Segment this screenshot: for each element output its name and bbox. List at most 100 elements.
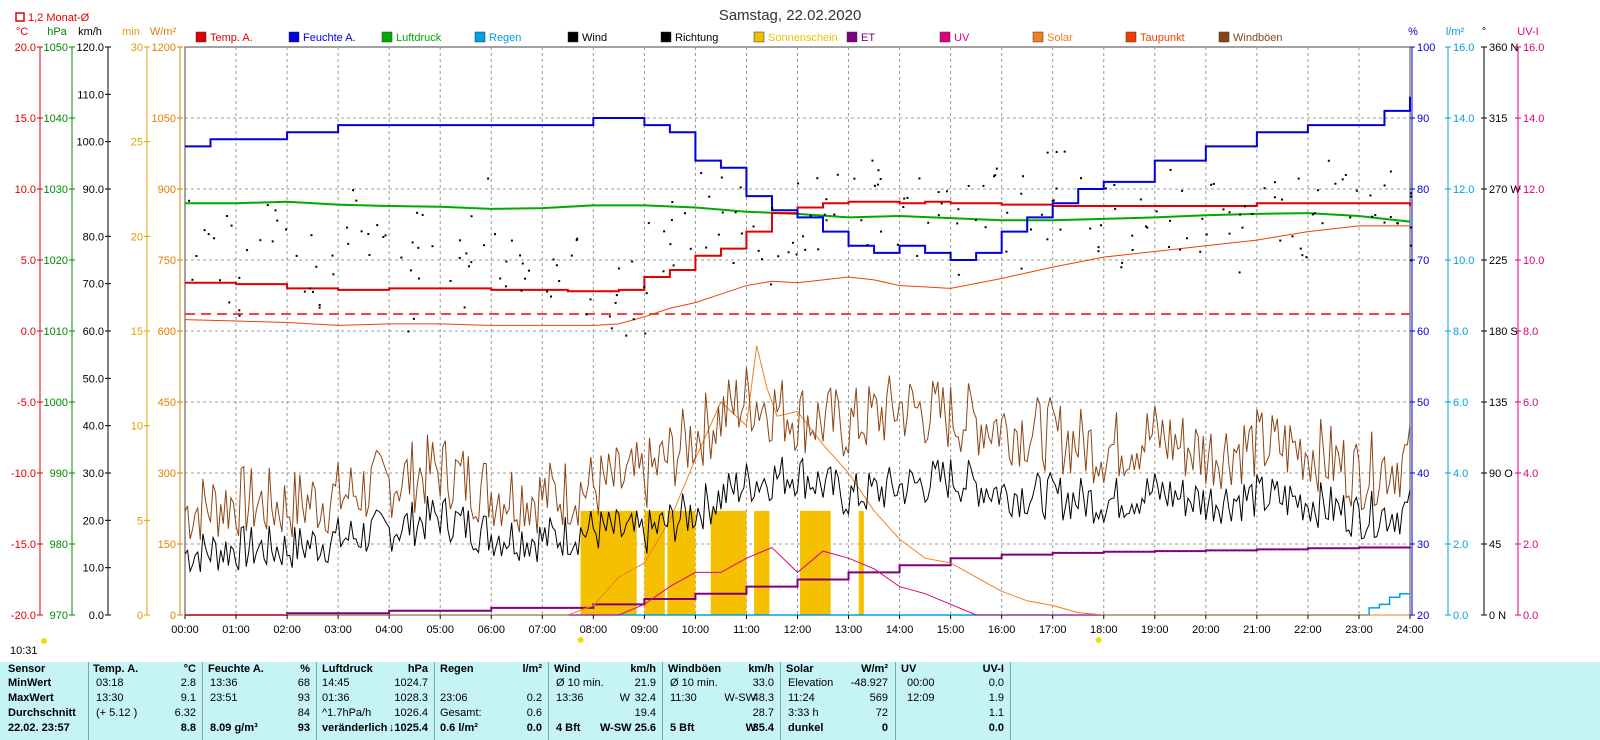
- direction-dot: [880, 230, 883, 233]
- stats-cell: UV: [901, 663, 917, 675]
- direction-dot: [1144, 225, 1147, 228]
- left-axis-tick-label: 15: [131, 326, 143, 338]
- direction-dot: [1374, 214, 1377, 217]
- left-axis-tick-label: 20.0: [15, 42, 36, 54]
- direction-dot: [1222, 208, 1225, 211]
- stats-cell: 0.0: [988, 722, 1004, 734]
- direction-dot: [771, 207, 774, 210]
- direction-dot: [431, 245, 434, 248]
- direction-dot: [1186, 237, 1189, 240]
- left-axis-tick-label: 1000: [44, 397, 68, 409]
- direction-dot: [632, 318, 635, 321]
- stats-cell: W: [619, 692, 630, 704]
- direction-dot: [1355, 189, 1358, 192]
- stats-cell: 1028.3: [394, 692, 428, 704]
- legend-swatch: [381, 31, 393, 43]
- direction-dot: [1291, 235, 1294, 238]
- left-axis-tick-label: 30.0: [83, 468, 104, 480]
- x-axis-tick-label: 09:00: [631, 624, 659, 636]
- stats-cell: 4 Bft: [556, 722, 581, 734]
- right-axes: 100 90 80 70 60 50 40 30 20% 16.0 14.0 12.0 10.0 8.0 6…: [1408, 26, 1544, 622]
- x-axis-tick-label: 10:00: [682, 624, 710, 636]
- direction-dot: [644, 332, 647, 335]
- direction-dot: [1120, 266, 1123, 269]
- left-axis-tick-label: 5.0: [21, 255, 36, 267]
- current-time-marker: [41, 638, 47, 644]
- legend-label: Sonnenschein: [768, 32, 838, 44]
- direction-dot: [902, 206, 905, 209]
- stats-cell: W-SW: [724, 692, 756, 704]
- direction-dot: [487, 177, 490, 180]
- direction-dot: [1006, 211, 1009, 214]
- stats-cell: 28.7: [752, 707, 774, 719]
- stats-cell: MinWert: [8, 677, 52, 689]
- stats-cell: 13:36: [556, 692, 584, 704]
- right-axis-tick-label: 30: [1417, 539, 1429, 551]
- stats-cell: 11:30: [670, 692, 697, 704]
- stats-separator: [895, 662, 896, 740]
- direction-dot: [412, 317, 415, 320]
- direction-dot: [318, 306, 321, 309]
- series-et: [185, 546, 1411, 616]
- direction-dot: [520, 289, 523, 292]
- direction-dot: [740, 232, 743, 235]
- right-axis-tick-label: 45: [1489, 539, 1501, 551]
- direction-dot: [877, 169, 880, 172]
- series-solar: [185, 345, 1410, 616]
- direction-dot: [407, 330, 410, 333]
- direction-dot: [1139, 198, 1142, 201]
- direction-dot: [1321, 222, 1324, 225]
- direction-dot: [993, 175, 996, 178]
- right-axis-tick-label: 0 N: [1489, 610, 1506, 622]
- right-axis-tick-label: 0.0: [1523, 610, 1538, 622]
- direction-dot: [683, 212, 686, 215]
- legend-label: Solar: [1047, 32, 1073, 44]
- direction-dot: [879, 178, 882, 181]
- series-uv: [185, 546, 1410, 616]
- stats-cell: 0: [881, 722, 888, 734]
- stats-cell: 03:18: [96, 677, 124, 689]
- direction-dot: [483, 244, 486, 247]
- left-axis-unit: °C: [16, 26, 28, 38]
- direction-dot: [1251, 213, 1254, 216]
- left-axis-tick-label: 990: [50, 468, 68, 480]
- direction-dot: [1205, 233, 1208, 236]
- direction-dot: [739, 186, 742, 189]
- left-axis-tick-label: 60.0: [83, 326, 104, 338]
- series-dewpoint: [184, 225, 1410, 326]
- stats-cell: 35.4: [752, 722, 774, 734]
- direction-dot: [645, 292, 648, 295]
- direction-dot: [1369, 194, 1372, 197]
- monthly-mean-note: 1,2 Monat-Ø: [15, 12, 90, 24]
- stats-cell: Ø 10 min.: [556, 677, 604, 689]
- right-axis-tick-label: 270 W: [1489, 184, 1521, 196]
- direction-dot: [331, 254, 334, 257]
- direction-dot: [809, 214, 812, 217]
- x-axis-tick-label: 17:00: [1039, 624, 1067, 636]
- left-axis-unit: W/m²: [150, 26, 177, 38]
- stats-cell: Windböen: [668, 663, 722, 675]
- left-axis-tick-label: 600: [158, 326, 176, 338]
- plot-area: [41, 46, 1412, 644]
- direction-dot: [708, 195, 711, 198]
- direction-dot: [409, 269, 412, 272]
- x-axis-tick-label: 05:00: [426, 624, 454, 636]
- direction-dot: [1181, 189, 1184, 192]
- direction-dot: [285, 228, 288, 231]
- right-axis-tick-label: 12.0: [1453, 184, 1474, 196]
- stats-cell: 12:09: [907, 692, 935, 704]
- direction-dot: [873, 184, 876, 187]
- direction-dot: [1305, 256, 1308, 259]
- direction-dot: [825, 198, 828, 201]
- legend-label: Temp. A.: [210, 32, 253, 44]
- direction-dot: [218, 279, 221, 282]
- stats-cell: 1024.7: [394, 677, 428, 689]
- direction-dot: [825, 219, 828, 222]
- direction-dot: [787, 251, 790, 254]
- direction-dot: [974, 219, 977, 222]
- direction-dot: [524, 277, 527, 280]
- left-axis-tick-label: 110.0: [77, 89, 104, 101]
- direction-dot: [1410, 195, 1412, 198]
- stats-cell: Wind: [554, 663, 581, 675]
- direction-dot: [519, 254, 522, 257]
